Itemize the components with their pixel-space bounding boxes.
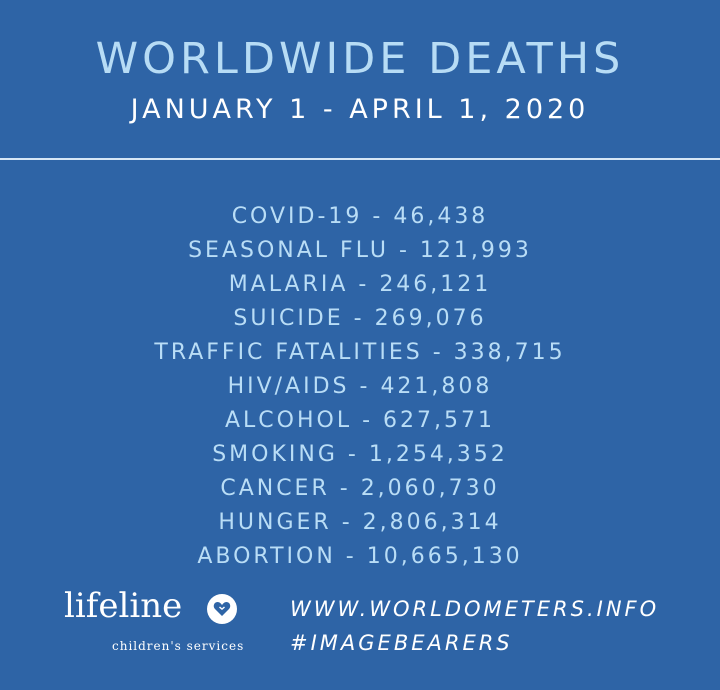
cause-name: ALCOHOL <box>224 408 353 433</box>
cause-name: HUNGER <box>218 510 332 535</box>
list-item: CANCER - 2,060,730 <box>0 472 720 506</box>
date-range-subtitle: JANUARY 1 - APRIL 1, 2020 <box>130 94 590 125</box>
death-count: 2,060,730 <box>360 476 500 501</box>
cause-name: SMOKING <box>212 442 338 467</box>
cause-name: TRAFFIC FATALITIES <box>154 340 423 365</box>
divider <box>0 158 720 160</box>
list-item: SEASONAL FLU - 121,993 <box>0 234 720 268</box>
cause-name: CANCER <box>220 476 330 501</box>
death-count: 269,076 <box>374 306 487 331</box>
hashtag-text: #IMAGEBEARERS <box>290 631 513 655</box>
list-item: ABORTION - 10,665,130 <box>0 540 720 574</box>
logo-wordmark: lifeline <box>64 586 183 626</box>
death-count: 121,993 <box>419 238 532 263</box>
death-count: 46,438 <box>393 204 489 229</box>
death-count: 246,121 <box>379 272 492 297</box>
separator: - <box>331 510 363 535</box>
separator: - <box>343 306 375 331</box>
separator: - <box>422 340 454 365</box>
list-item: MALARIA - 246,121 <box>0 268 720 302</box>
cause-name: SEASONAL FLU <box>188 238 389 263</box>
death-count: 338,715 <box>453 340 566 365</box>
list-item: SMOKING - 1,254,352 <box>0 438 720 472</box>
separator: - <box>362 204 394 229</box>
death-count: 10,665,130 <box>366 544 523 569</box>
separator: - <box>337 442 369 467</box>
list-item: ALCOHOL - 627,571 <box>0 404 720 438</box>
list-item: HIV/AIDS - 421,808 <box>0 370 720 404</box>
list-item: HUNGER - 2,806,314 <box>0 506 720 540</box>
separator: - <box>352 408 384 433</box>
list-item: SUICIDE - 269,076 <box>0 302 720 336</box>
cause-name: SUICIDE <box>233 306 344 331</box>
separator: - <box>335 544 367 569</box>
separator: - <box>388 238 420 263</box>
list-item: COVID-19 - 46,438 <box>0 200 720 234</box>
logo-tagline: children's services <box>112 639 245 653</box>
cause-name: MALARIA <box>228 272 349 297</box>
cause-name: HIV/AIDS <box>227 374 350 399</box>
lifeline-logo: lifeline children's services <box>64 586 264 666</box>
page-title: WORLDWIDE DEATHS <box>95 34 625 84</box>
cause-name: ABORTION <box>197 544 336 569</box>
list-item: TRAFFIC FATALITIES - 338,715 <box>0 336 720 370</box>
death-count: 421,808 <box>380 374 493 399</box>
death-count: 627,571 <box>383 408 496 433</box>
separator: - <box>349 374 381 399</box>
separator: - <box>329 476 361 501</box>
cause-name: COVID-19 <box>231 204 363 229</box>
death-count: 1,254,352 <box>368 442 508 467</box>
death-causes-list: COVID-19 - 46,438 SEASONAL FLU - 121,993 M… <box>0 200 720 574</box>
death-count: 2,806,314 <box>362 510 502 535</box>
heart-badge-icon <box>207 594 237 624</box>
website-link[interactable]: WWW.WORLDOMETERS.INFO <box>290 597 660 621</box>
separator: - <box>348 272 380 297</box>
footer-links: WWW.WORLDOMETERS.INFO #IMAGEBEARERS <box>290 592 700 660</box>
